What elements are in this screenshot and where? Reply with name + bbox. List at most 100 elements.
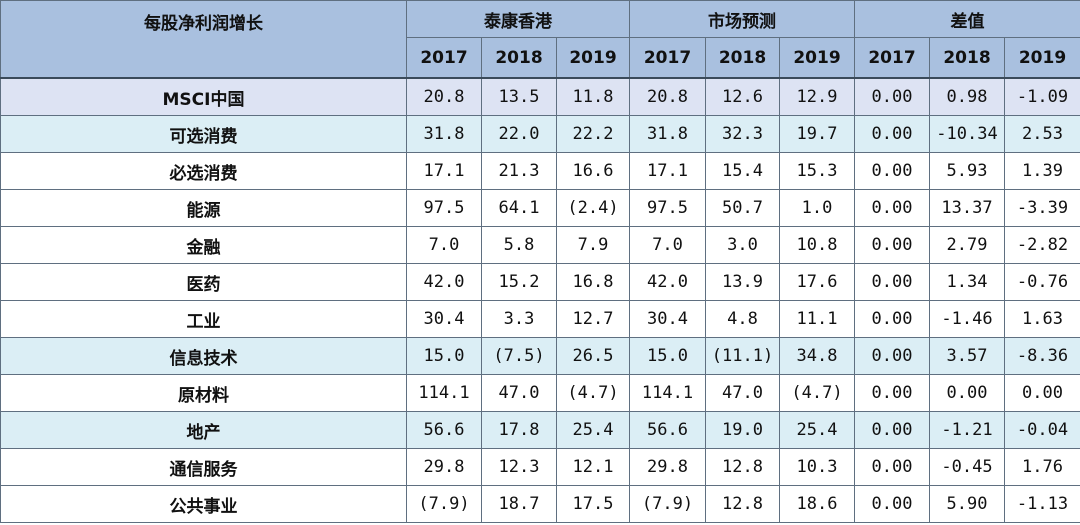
value-cell: 47.0 (481, 374, 557, 412)
value-cell: -1.09 (1003, 77, 1080, 116)
value-cell: 0.00 (854, 226, 930, 264)
value-cell: 12.8 (705, 448, 780, 486)
value-cell: -1.46 (929, 300, 1005, 338)
sector-name: 通信服务 (0, 448, 407, 486)
sector-name: 可选消费 (0, 115, 407, 153)
value-cell: 56.6 (629, 411, 706, 449)
value-cell: -1.13 (1003, 485, 1080, 523)
value-cell: 5.90 (929, 485, 1005, 523)
value-cell: 19.0 (705, 411, 780, 449)
table-row: 公共事业 (7.9) 18.7 17.5 (7.9) 12.8 18.6 0.00 5.90 -1… (0, 485, 1080, 523)
value-cell: (11.1) (705, 337, 780, 375)
value-cell: 12.6 (705, 77, 780, 116)
year-header: 2017 (406, 37, 482, 79)
value-cell: 0.00 (854, 485, 930, 523)
table-row: 通信服务 29.8 12.3 12.1 29.8 12.8 10.3 0.00 -0.45 1.7… (0, 448, 1080, 486)
value-cell: 34.8 (779, 337, 855, 375)
value-cell: -3.39 (1003, 189, 1080, 227)
value-cell: 47.0 (705, 374, 780, 412)
value-cell: 10.3 (779, 448, 855, 486)
value-cell: -2.82 (1003, 226, 1080, 264)
value-cell: 0.00 (854, 77, 930, 116)
value-cell: 13.5 (481, 77, 557, 116)
value-cell: 2.53 (1003, 115, 1080, 153)
value-cell: 3.0 (705, 226, 780, 264)
value-cell: 11.8 (556, 77, 630, 116)
group-header-taikang: 泰康香港 (406, 0, 630, 38)
table-row: 能源 97.5 64.1 (2.4) 97.5 50.7 1.0 0.00 13.37 -3.39 (0, 189, 1080, 227)
value-cell: 64.1 (481, 189, 557, 227)
value-cell: 0.00 (854, 152, 930, 190)
value-cell: 16.6 (556, 152, 630, 190)
sector-name: 信息技术 (0, 337, 407, 375)
value-cell: 2.79 (929, 226, 1005, 264)
value-cell: 31.8 (406, 115, 482, 153)
sector-name: 能源 (0, 189, 407, 227)
value-cell: 42.0 (406, 263, 482, 301)
value-cell: 1.63 (1003, 300, 1080, 338)
value-cell: 0.00 (854, 448, 930, 486)
value-cell: 20.8 (629, 77, 706, 116)
value-cell: 3.57 (929, 337, 1005, 375)
year-header: 2019 (1003, 37, 1080, 79)
year-header: 2017 (629, 37, 706, 79)
value-cell: 29.8 (406, 448, 482, 486)
year-header: 2018 (705, 37, 780, 79)
group-header-market: 市场预测 (629, 0, 855, 38)
value-cell: 26.5 (556, 337, 630, 375)
value-cell: 30.4 (629, 300, 706, 338)
value-cell: 42.0 (629, 263, 706, 301)
sector-name: 原材料 (0, 374, 407, 412)
row-label-header: 每股净利润增长 (0, 0, 407, 79)
value-cell: 0.00 (854, 411, 930, 449)
table-row: MSCI中国 20.8 13.5 11.8 20.8 12.6 12.9 0.00 0.98 -1… (0, 77, 1080, 116)
year-header: 2019 (779, 37, 855, 79)
value-cell: 97.5 (406, 189, 482, 227)
table-row: 地产 56.6 17.8 25.4 56.6 19.0 25.4 0.00 -1.21 -0.04 (0, 411, 1080, 449)
value-cell: 114.1 (629, 374, 706, 412)
value-cell: 15.2 (481, 263, 557, 301)
value-cell: 1.0 (779, 189, 855, 227)
value-cell: (4.7) (556, 374, 630, 412)
table-header: 每股净利润增长 泰康香港 市场预测 差值 2017 2018 2019 2017 201… (0, 0, 1080, 79)
value-cell: 21.3 (481, 152, 557, 190)
value-cell: 0.00 (854, 115, 930, 153)
value-cell: 32.3 (705, 115, 780, 153)
value-cell: (2.4) (556, 189, 630, 227)
value-cell: 0.00 (854, 263, 930, 301)
value-cell: 18.6 (779, 485, 855, 523)
year-header: 2019 (556, 37, 630, 79)
value-cell: 15.3 (779, 152, 855, 190)
value-cell: 0.00 (854, 300, 930, 338)
value-cell: (7.9) (629, 485, 706, 523)
table-row: 原材料 114.1 47.0 (4.7) 114.1 47.0 (4.7) 0.00 0.00 0… (0, 374, 1080, 412)
value-cell: 3.3 (481, 300, 557, 338)
value-cell: 12.1 (556, 448, 630, 486)
sector-name: MSCI中国 (0, 77, 407, 116)
table-body: MSCI中国 20.8 13.5 11.8 20.8 12.6 12.9 0.00 0.98 -1… (0, 77, 1080, 523)
value-cell: 0.00 (854, 189, 930, 227)
value-cell: -0.45 (929, 448, 1005, 486)
value-cell: 17.5 (556, 485, 630, 523)
value-cell: (7.5) (481, 337, 557, 375)
value-cell: 7.9 (556, 226, 630, 264)
value-cell: 5.93 (929, 152, 1005, 190)
value-cell: 22.2 (556, 115, 630, 153)
year-header: 2018 (929, 37, 1005, 79)
value-cell: 12.3 (481, 448, 557, 486)
value-cell: 25.4 (779, 411, 855, 449)
value-cell: 15.0 (629, 337, 706, 375)
value-cell: 1.39 (1003, 152, 1080, 190)
value-cell: -8.36 (1003, 337, 1080, 375)
value-cell: 97.5 (629, 189, 706, 227)
value-cell: 30.4 (406, 300, 482, 338)
table-row: 医药 42.0 15.2 16.8 42.0 13.9 17.6 0.00 1.34 -0.76 (0, 263, 1080, 301)
value-cell: 12.7 (556, 300, 630, 338)
value-cell: 114.1 (406, 374, 482, 412)
value-cell: 17.1 (629, 152, 706, 190)
value-cell: 20.8 (406, 77, 482, 116)
value-cell: 12.9 (779, 77, 855, 116)
value-cell: 16.8 (556, 263, 630, 301)
value-cell: 0.00 (1003, 374, 1080, 412)
